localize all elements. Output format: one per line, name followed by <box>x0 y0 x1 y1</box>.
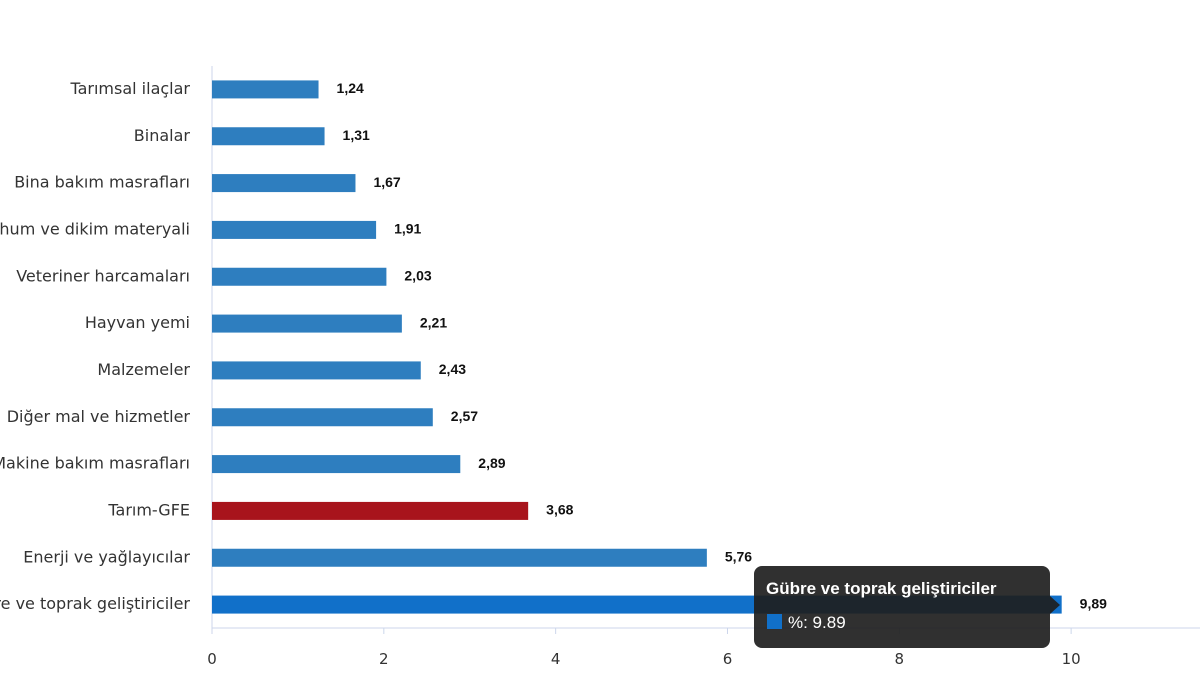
bar <box>212 127 325 146</box>
tooltip-swatch <box>767 614 782 629</box>
value-label: 2,03 <box>404 267 431 283</box>
tooltip-text: %: 9.89 <box>788 613 846 632</box>
value-label: 1,91 <box>394 221 421 237</box>
value-label: 2,43 <box>439 361 466 377</box>
y-tick-label: Veteriner harcamaları <box>16 266 190 285</box>
x-tick-label: 4 <box>551 650 561 668</box>
y-tick-label: Malzemeler <box>97 360 190 379</box>
x-tick-label: 8 <box>895 650 905 668</box>
y-tick-label: Makine bakım masrafları <box>0 454 190 473</box>
value-label: 5,76 <box>725 548 752 564</box>
bar <box>212 408 433 427</box>
tooltip-title: Gübre ve toprak geliştiriciler <box>766 579 997 598</box>
y-tick-label: Hayvan yemi <box>85 313 190 332</box>
bar <box>212 548 707 567</box>
value-label: 1,31 <box>343 127 370 143</box>
tooltip: Gübre ve toprak geliştiriciler %: 9.89 <box>754 566 1060 648</box>
value-label: 2,57 <box>451 408 478 424</box>
y-tick-label: Tarım-GFE <box>107 500 190 519</box>
value-label: 1,67 <box>373 174 400 190</box>
y-tick-label: Tarımsal ilaçlar <box>69 79 190 98</box>
y-tick-label: Bina bakım masrafları <box>14 173 190 192</box>
bar <box>212 501 529 520</box>
value-label: 2,21 <box>420 314 447 330</box>
bar <box>212 80 319 99</box>
value-label: 2,89 <box>478 455 505 471</box>
x-tick-label: 2 <box>379 650 389 668</box>
y-tick-label: Tohum ve dikim materyali <box>0 219 190 238</box>
x-tick-label: 0 <box>207 650 217 668</box>
value-label: 9,89 <box>1080 595 1107 611</box>
x-tick-label: 10 <box>1062 650 1081 668</box>
value-label: 3,68 <box>546 502 573 518</box>
y-tick-label: Gübre ve toprak geliştiriciler <box>0 594 190 613</box>
bar <box>212 267 387 286</box>
bar <box>212 361 421 380</box>
y-tick-label: Enerji ve yağlayıcılar <box>23 547 190 566</box>
tooltip-box <box>754 566 1060 648</box>
value-label: 1,24 <box>337 80 364 96</box>
y-tick-label: Diğer mal ve hizmetler <box>7 407 191 426</box>
bar <box>212 220 377 239</box>
bar <box>212 455 461 474</box>
bar <box>212 174 356 193</box>
bar <box>212 314 402 333</box>
x-tick-label: 6 <box>723 650 733 668</box>
y-tick-label: Binalar <box>134 126 191 145</box>
